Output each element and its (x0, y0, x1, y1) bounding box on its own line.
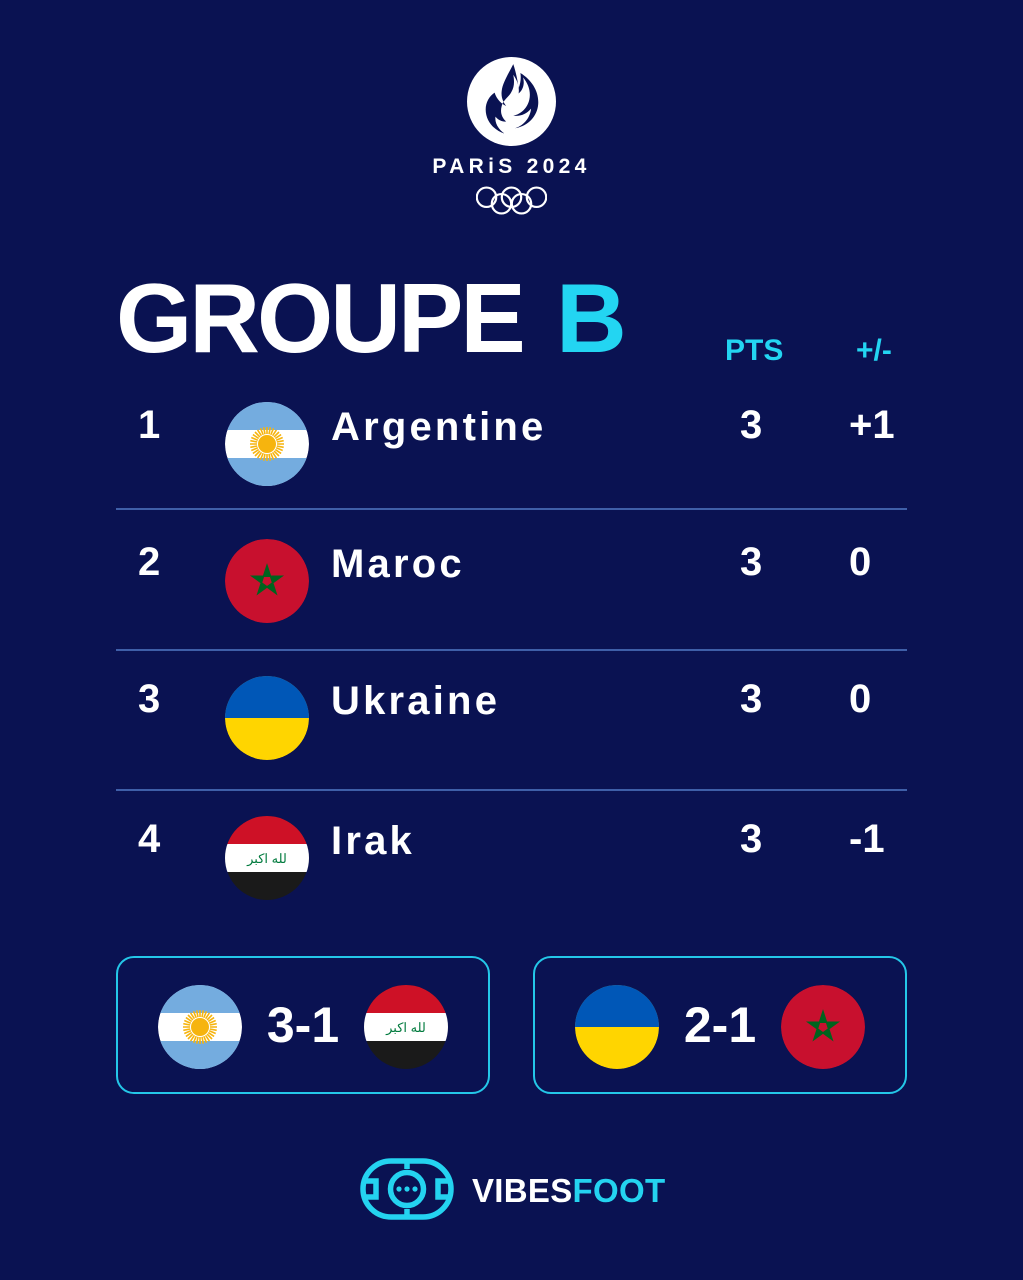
svg-text:لله اكبر: لله اكبر (246, 851, 287, 867)
svg-text:لله اكبر: لله اكبر (385, 1020, 426, 1036)
